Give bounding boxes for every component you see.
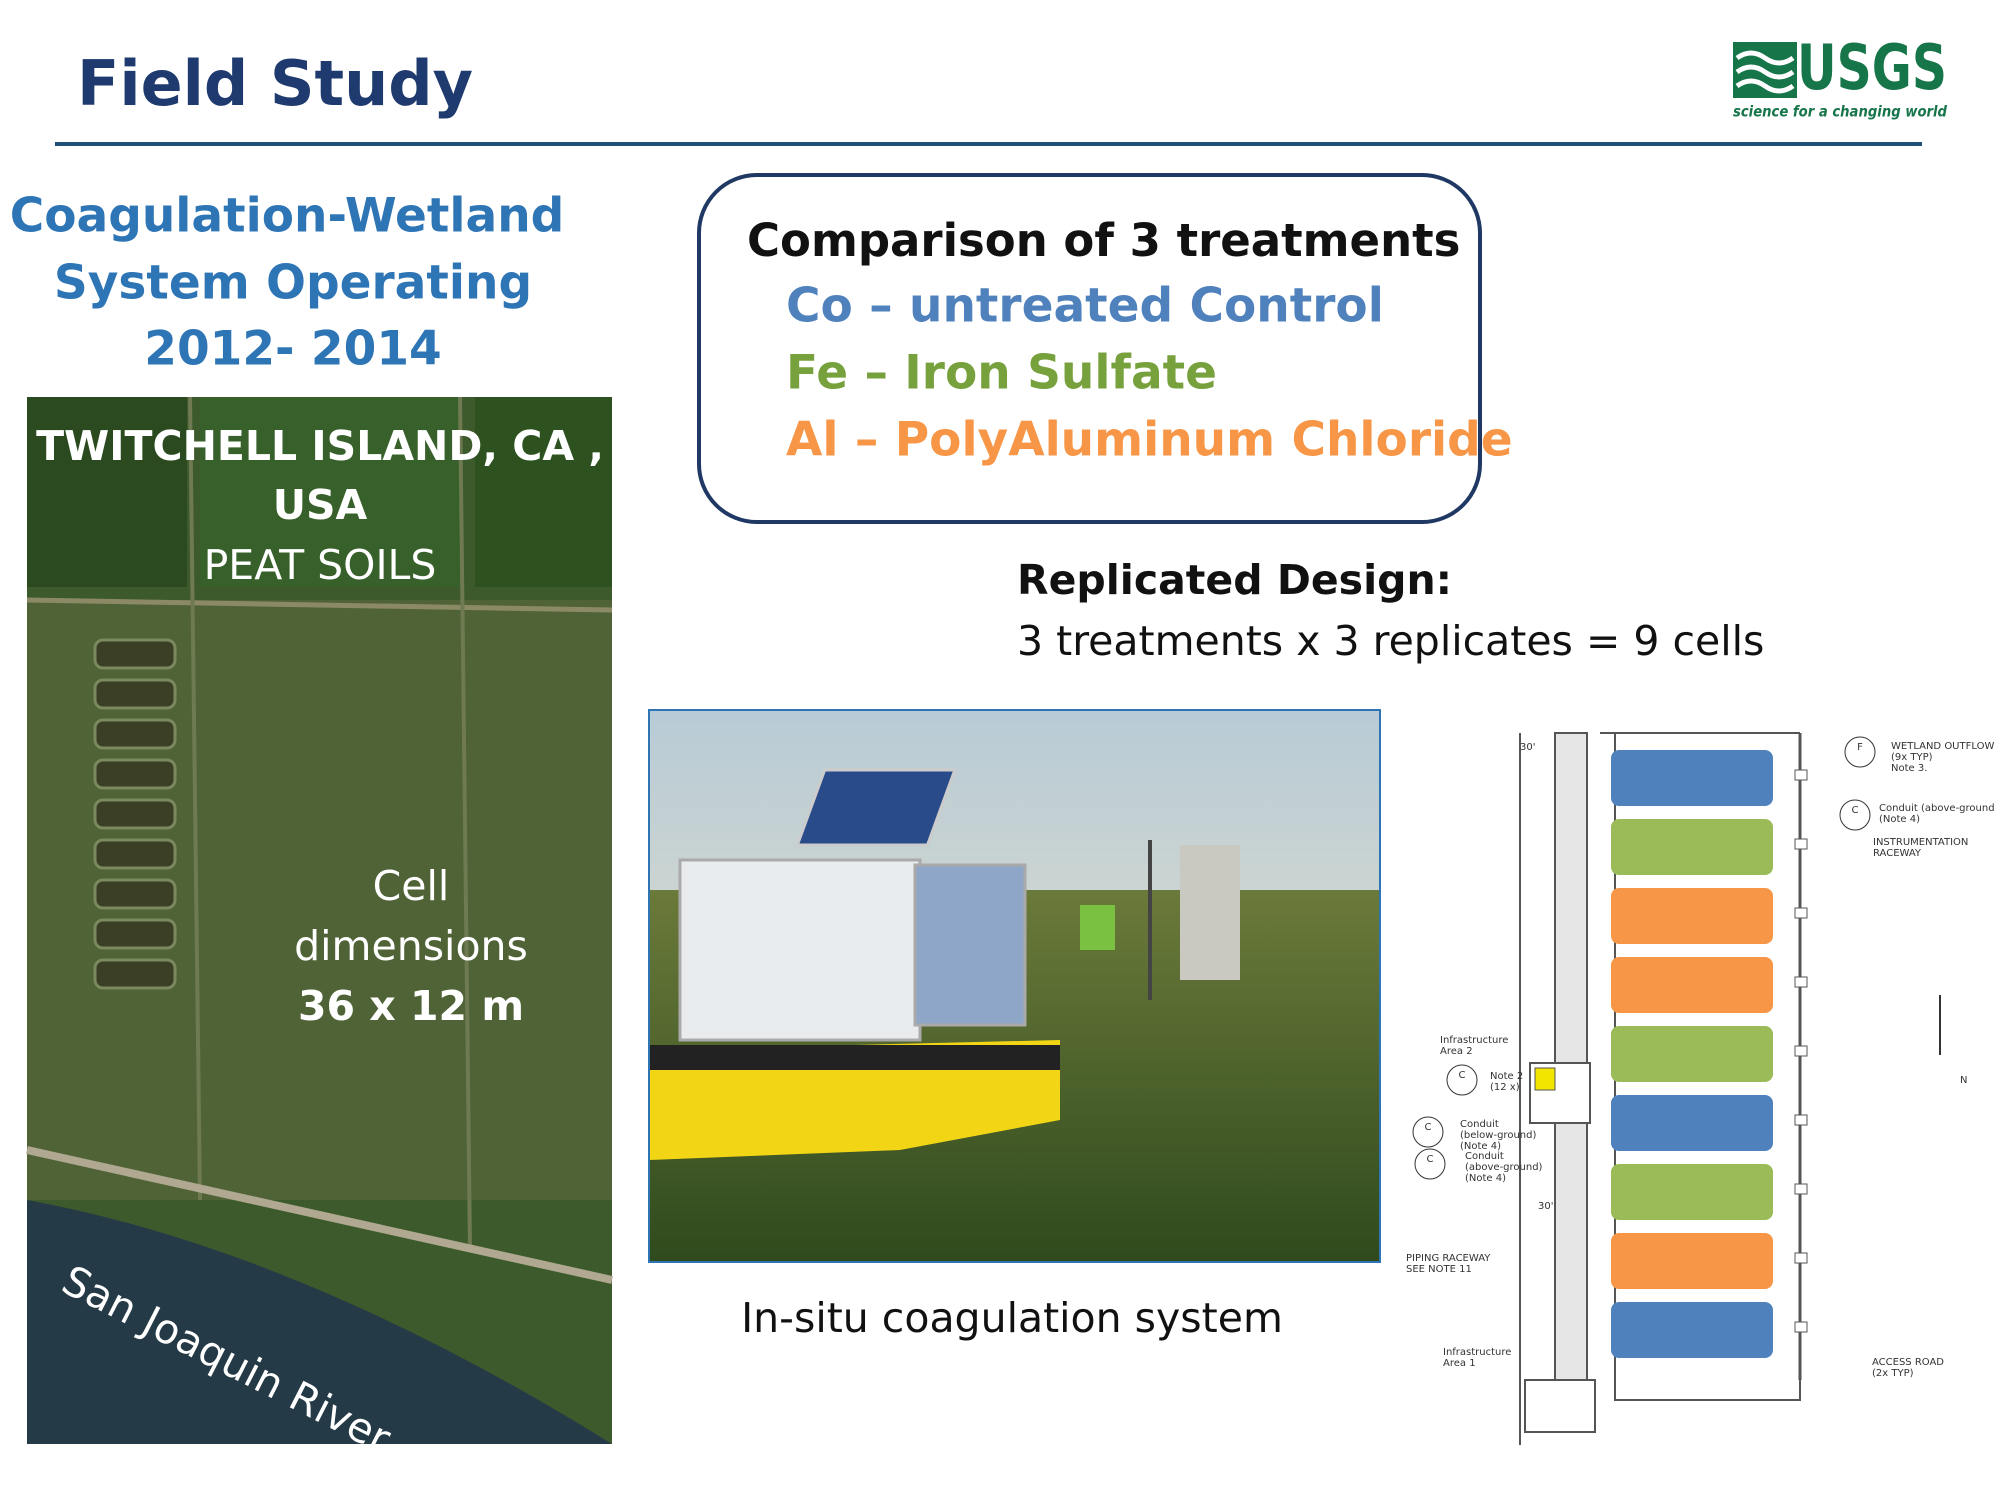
diagram-label: Area 1 bbox=[1443, 1358, 1476, 1369]
map-label: PEAT SOILS bbox=[204, 541, 437, 589]
map-label: Cell bbox=[373, 862, 450, 910]
cell bbox=[1611, 750, 1773, 806]
diagram-label: 30' bbox=[1520, 742, 1535, 753]
symbol-circle bbox=[1844, 736, 1876, 768]
cell bbox=[1611, 888, 1773, 944]
photo-border bbox=[648, 709, 1381, 1263]
outflow bbox=[1794, 1321, 1808, 1333]
outflow bbox=[1794, 1183, 1808, 1195]
symbol-circle bbox=[1412, 1116, 1444, 1148]
diagram-label: N bbox=[1960, 1075, 1967, 1086]
diagram-label: 30' bbox=[1538, 1201, 1553, 1212]
cell bbox=[1611, 957, 1773, 1013]
map-label: TWITCHELL ISLAND, CA , bbox=[36, 422, 604, 470]
left-heading: System Operating bbox=[54, 256, 532, 311]
cell bbox=[1611, 1164, 1773, 1220]
logo-tagline: science for a changing world bbox=[1733, 103, 1947, 121]
symbol-letter: C bbox=[1459, 1070, 1466, 1081]
cell bbox=[1611, 1302, 1773, 1358]
design-text: 3 treatments x 3 replicates = 9 cells bbox=[1017, 617, 1764, 665]
outflow bbox=[1794, 976, 1808, 988]
symbol-letter: C bbox=[1427, 1154, 1434, 1165]
diagram-label: Conduit (above-ground bbox=[1879, 803, 1995, 814]
logo: USGS science for a changing world bbox=[1733, 31, 1947, 121]
cell bbox=[1611, 1233, 1773, 1289]
diagram-label: (above-ground) bbox=[1465, 1162, 1543, 1173]
logo-waves bbox=[1735, 50, 1795, 94]
diagram-label: Infrastructure bbox=[1440, 1035, 1508, 1046]
photo-caption: In-situ coagulation system bbox=[741, 1294, 1283, 1342]
outflow bbox=[1794, 838, 1808, 850]
cell bbox=[1611, 1095, 1773, 1151]
diagram-label: Note 3. bbox=[1891, 763, 1927, 774]
treatments-title: Comparison of 3 treatments bbox=[747, 214, 1460, 267]
diagram-label: (12 x) bbox=[1490, 1082, 1520, 1093]
outflow bbox=[1794, 1114, 1808, 1126]
diagram-label: (below-ground) bbox=[1460, 1130, 1536, 1141]
symbol-letter: F bbox=[1857, 742, 1863, 753]
outflow bbox=[1794, 1045, 1808, 1057]
cell bbox=[1611, 819, 1773, 875]
outflow bbox=[1794, 1252, 1808, 1264]
map-label: 36 x 12 m bbox=[298, 982, 524, 1030]
diagram-label: Infrastructure bbox=[1443, 1347, 1511, 1358]
diagram-label: WETLAND OUTFLOW bbox=[1891, 741, 1994, 752]
diagram-label: (Note 4) bbox=[1879, 814, 1920, 825]
symbol-circle bbox=[1839, 799, 1871, 831]
treatment: Al – PolyAluminum Chloride bbox=[786, 413, 1513, 468]
site-diagram: WETLAND OUTFLOW(9x TYP)Note 3. Conduit (a… bbox=[1406, 732, 1995, 1445]
diagram-label: RACEWAY bbox=[1873, 848, 1922, 859]
diagram-label: (2x TYP) bbox=[1872, 1368, 1914, 1379]
photo bbox=[649, 710, 1380, 1262]
diagram-label: INSTRUMENTATION bbox=[1873, 837, 1968, 848]
diagram-label: PIPING RACEWAY bbox=[1406, 1253, 1491, 1264]
diagram-label: (Note 4) bbox=[1460, 1141, 1501, 1152]
left-heading: 2012- 2014 bbox=[144, 322, 442, 377]
symbol-letter: C bbox=[1425, 1122, 1432, 1133]
diagram-label: (9x TYP) bbox=[1891, 752, 1933, 763]
symbol-circle bbox=[1414, 1148, 1446, 1180]
title: Field Study bbox=[77, 47, 473, 120]
aerial-map bbox=[26, 396, 613, 1444]
design-title: Replicated Design: bbox=[1017, 556, 1452, 604]
outflow bbox=[1794, 907, 1808, 919]
treatments-box bbox=[697, 173, 1482, 524]
cell bbox=[1611, 1026, 1773, 1082]
diagram-label: Area 2 bbox=[1440, 1046, 1473, 1057]
symbol-letter: C bbox=[1852, 805, 1859, 816]
treatment: Fe – Iron Sulfate bbox=[786, 346, 1217, 401]
diagram-label: Conduit bbox=[1465, 1151, 1504, 1162]
diagram-label: (Note 4) bbox=[1465, 1173, 1506, 1184]
map-label: dimensions bbox=[294, 922, 528, 970]
outflow bbox=[1794, 769, 1808, 781]
map-label: USA bbox=[273, 481, 368, 529]
left-heading: Coagulation-Wetland bbox=[10, 189, 565, 244]
diagram-label: Note 2 bbox=[1490, 1071, 1523, 1082]
diagram-label: ACCESS ROAD bbox=[1872, 1357, 1944, 1368]
treatment: Co – untreated Control bbox=[786, 279, 1384, 334]
diagram-label: Conduit bbox=[1460, 1119, 1499, 1130]
diagram-label: SEE NOTE 11 bbox=[1406, 1264, 1472, 1275]
logo-text: USGS bbox=[1797, 31, 1947, 104]
symbol-circle bbox=[1446, 1064, 1478, 1096]
